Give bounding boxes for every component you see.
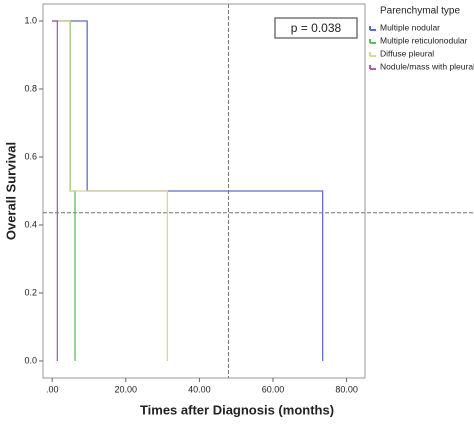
y-tick-label: 0.4 <box>24 219 37 229</box>
x-tick-label: 60.00 <box>262 384 285 394</box>
legend-label: Nodule/mass with pleural <box>380 61 474 71</box>
annotation-box <box>274 17 358 39</box>
legend-label: Multiple reticulonodular <box>380 35 468 45</box>
y-tick-label: 0.8 <box>24 83 37 93</box>
legend-label: Diffuse pleural <box>380 48 434 58</box>
y-tick-label: 0.2 <box>24 287 37 297</box>
y-tick-label: 0.6 <box>24 151 37 161</box>
x-tick-label: 80.00 <box>335 384 358 394</box>
survival-curve <box>52 20 169 361</box>
annotation: p = 0.038 <box>291 21 342 35</box>
y-axis-label: Overall Survival <box>3 142 18 240</box>
x-axis-label: Times after Diagnosis (months) <box>140 402 334 417</box>
y-tick-label: 1.0 <box>24 15 37 25</box>
y-tick-label: 0.0 <box>24 355 37 365</box>
x-tick-label: .00 <box>46 384 59 394</box>
legend-title: Parenchymal type <box>380 6 460 17</box>
x-tick-label: 40.00 <box>188 384 211 394</box>
x-tick-label: 20.00 <box>115 384 138 394</box>
survival-curve <box>52 20 59 361</box>
legend-label: Multiple nodular <box>380 22 440 32</box>
